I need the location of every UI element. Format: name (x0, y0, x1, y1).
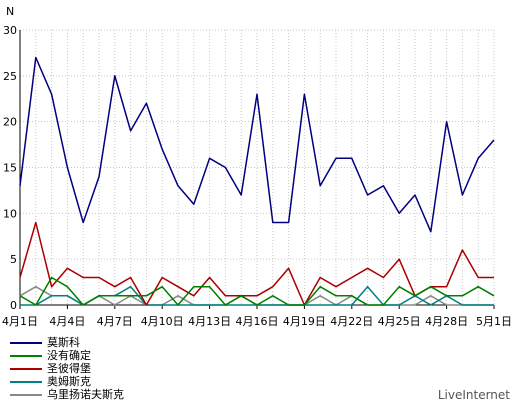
x-tick-label-4: 4月13日 (188, 315, 231, 328)
y-tick-label-10: 10 (3, 207, 17, 220)
y-tick-label-15: 15 (3, 162, 17, 175)
legend-swatch-4 (10, 393, 42, 396)
x-tick-label-8: 4月25日 (378, 315, 421, 328)
x-tick-label-5: 4月16日 (236, 315, 279, 328)
x-tick-labels: 4月1日 4月4日 4月7日 4月10日 4月13日 4月16日 4月19日 4月22日 4月2… (2, 315, 512, 328)
legend-item-4: 乌里扬诺夫斯克 (10, 388, 124, 401)
legend-item-3: 奥姆斯克 (10, 375, 124, 388)
x-tick-label-2: 4月7日 (97, 315, 133, 328)
legend-swatch-3 (10, 380, 42, 383)
x-tick-label-6: 4月19日 (283, 315, 326, 328)
legend-label-2: 圣彼得堡 (47, 362, 91, 375)
grid (19, 29, 495, 306)
legend-label-4: 乌里扬诺夫斯克 (47, 388, 124, 401)
legend-label-1: 没有确定 (47, 349, 91, 362)
legend: 莫斯科 没有确定 圣彼得堡 奥姆斯克 乌里扬诺夫斯克 (10, 336, 124, 401)
y-tick-labels: 0 5 10 15 20 25 30 (3, 24, 17, 312)
legend-label-3: 奥姆斯克 (47, 375, 91, 388)
legend-label-0: 莫斯科 (47, 336, 80, 349)
y-tick-label-30: 30 (3, 24, 17, 37)
series-line-1 (19, 276, 495, 306)
y-tick-label-5: 5 (10, 253, 17, 266)
y-tick-label-20: 20 (3, 116, 17, 129)
series-line-0 (19, 56, 495, 233)
legend-swatch-2 (10, 367, 42, 370)
legend-swatch-1 (10, 354, 42, 357)
x-tick-label-1: 4月4日 (49, 315, 85, 328)
y-tick-label-0: 0 (10, 299, 17, 312)
x-tick-label-3: 4月10日 (141, 315, 184, 328)
legend-item-1: 没有确定 (10, 349, 124, 362)
x-tick-label-10: 5月1日 (476, 315, 512, 328)
legend-item-2: 圣彼得堡 (10, 362, 124, 375)
legend-swatch-0 (10, 341, 42, 344)
x-tick-label-7: 4月22日 (330, 315, 373, 328)
x-tick-label-0: 4月1日 (2, 315, 38, 328)
series-lines (19, 56, 495, 306)
y-tick-label-25: 25 (3, 70, 17, 83)
legend-item-0: 莫斯科 (10, 336, 124, 349)
x-tick-label-9: 4月28日 (425, 315, 468, 328)
y-axis-label: N (6, 5, 14, 18)
brand-label: LiveInternet (437, 388, 510, 402)
